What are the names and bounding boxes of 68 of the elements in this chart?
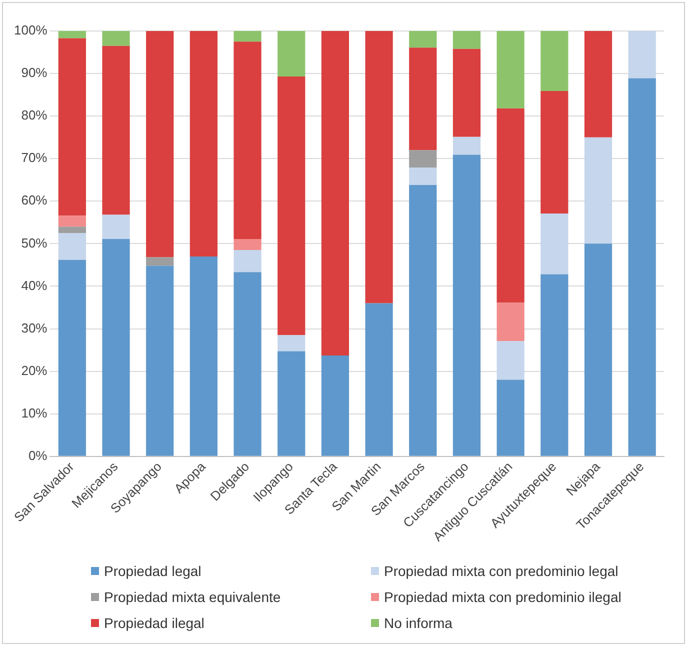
legend-label: Propiedad ilegal: [103, 615, 206, 631]
bar: [540, 213, 568, 274]
bar: [452, 136, 481, 155]
legend-label: No informa: [383, 615, 454, 631]
bar: [584, 244, 612, 456]
bar: [190, 31, 218, 256]
y-tick-label: 0%: [28, 448, 48, 463]
legend-label: Propiedad mixta con predominio ilegal: [383, 589, 622, 605]
bar: [58, 31, 86, 38]
y-tick-label: 100%: [14, 22, 48, 38]
y-tick-label: 90%: [21, 65, 48, 80]
y-tick-label: 20%: [21, 362, 48, 378]
bar: [321, 31, 350, 356]
bar: [102, 239, 130, 456]
bar: [278, 351, 306, 456]
y-tick-label: 80%: [21, 108, 48, 123]
bar: [102, 214, 130, 239]
bar: [540, 90, 568, 214]
bar: [146, 266, 174, 456]
bar: [234, 272, 262, 456]
bar: [628, 78, 656, 456]
bar: [321, 356, 350, 456]
y-tick-label: 30%: [21, 320, 48, 336]
bar: [58, 233, 86, 260]
legend-label: Propiedad mixta equivalente: [103, 589, 282, 605]
bar: [496, 341, 524, 380]
legend-label: Propiedad legal: [103, 563, 202, 579]
bar: [496, 302, 524, 342]
y-tick-label: 60%: [21, 192, 48, 208]
bar: [409, 150, 437, 168]
bar: [540, 274, 568, 456]
bar: [628, 31, 656, 78]
bar: [365, 31, 393, 304]
bar: [452, 31, 481, 49]
bar: [409, 31, 437, 48]
bar: [102, 31, 130, 46]
bar: [452, 154, 481, 456]
y-tick-label: 50%: [21, 235, 48, 250]
bar: [102, 46, 130, 215]
bar: [496, 108, 524, 303]
bar: [58, 226, 86, 234]
bar: [540, 31, 568, 91]
bar: [409, 48, 437, 150]
bar: [409, 184, 437, 456]
bar: [58, 38, 86, 216]
bar: [234, 239, 262, 250]
bar: [452, 48, 481, 137]
bar: [58, 216, 86, 227]
bar: [234, 42, 262, 239]
bar: [146, 31, 174, 258]
bar: [234, 250, 262, 272]
bar: [278, 31, 306, 77]
bar: [584, 31, 612, 138]
bar: [278, 76, 306, 336]
bar: [365, 303, 393, 456]
bar: [190, 256, 218, 456]
bar: [584, 137, 612, 244]
legend-label: Propiedad mixta con predominio legal: [383, 563, 620, 579]
bar: [496, 31, 524, 108]
bar: [58, 260, 86, 456]
y-tick-label: 40%: [21, 278, 48, 293]
y-tick-label: 10%: [21, 405, 48, 420]
y-tick-label: 70%: [21, 150, 48, 166]
bar: [409, 168, 437, 185]
bar: [146, 257, 174, 266]
bar: [278, 335, 306, 352]
bar: [496, 380, 524, 456]
bar: [234, 31, 262, 42]
